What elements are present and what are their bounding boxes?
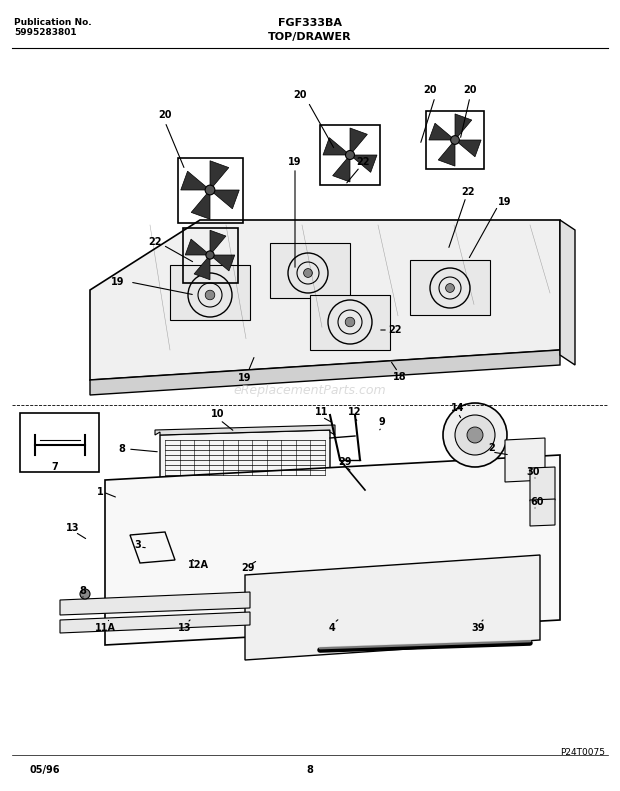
Circle shape [206, 251, 214, 259]
Polygon shape [438, 140, 455, 166]
Circle shape [345, 317, 355, 327]
Polygon shape [210, 255, 235, 271]
Text: Publication No.: Publication No. [14, 18, 92, 27]
Polygon shape [90, 220, 560, 380]
Text: 12: 12 [348, 407, 361, 417]
Text: 39: 39 [471, 623, 485, 633]
Circle shape [467, 427, 483, 443]
Text: 8: 8 [306, 765, 314, 775]
Polygon shape [245, 555, 540, 660]
Text: 9: 9 [379, 417, 386, 427]
Polygon shape [210, 190, 239, 209]
Polygon shape [560, 220, 575, 365]
Text: 10: 10 [211, 409, 224, 419]
Text: 29: 29 [339, 457, 352, 467]
Text: 2: 2 [489, 443, 495, 453]
Text: 22: 22 [388, 325, 402, 335]
Polygon shape [429, 123, 455, 140]
Circle shape [446, 284, 454, 293]
Text: 11: 11 [315, 407, 329, 417]
Polygon shape [194, 255, 210, 280]
Text: 22: 22 [356, 157, 370, 167]
Text: 20: 20 [463, 85, 477, 95]
Text: 05/96: 05/96 [30, 765, 61, 775]
Text: 8: 8 [118, 444, 125, 454]
Text: 20: 20 [158, 110, 172, 120]
Polygon shape [310, 295, 390, 350]
Circle shape [451, 135, 459, 144]
Text: 22: 22 [148, 237, 162, 247]
Text: P24T0075: P24T0075 [560, 748, 605, 757]
Text: 14: 14 [451, 403, 465, 413]
Text: 19: 19 [498, 197, 511, 207]
Circle shape [304, 269, 312, 278]
Text: 8: 8 [79, 586, 86, 596]
Circle shape [205, 185, 215, 195]
Text: 5995283801: 5995283801 [14, 28, 77, 37]
Circle shape [455, 415, 495, 455]
Polygon shape [210, 161, 229, 190]
Text: 12A: 12A [187, 560, 208, 570]
Text: 1: 1 [97, 487, 104, 497]
Polygon shape [60, 592, 250, 615]
Circle shape [80, 589, 90, 599]
Polygon shape [505, 438, 545, 482]
Text: FGF333BA: FGF333BA [278, 18, 342, 28]
Text: 18: 18 [393, 372, 407, 382]
Polygon shape [155, 425, 335, 435]
Polygon shape [530, 499, 555, 526]
FancyBboxPatch shape [20, 413, 99, 472]
Text: 30: 30 [526, 467, 540, 477]
Polygon shape [350, 128, 368, 155]
Polygon shape [270, 243, 350, 298]
Text: 19: 19 [288, 157, 302, 167]
Text: 3: 3 [135, 540, 141, 550]
Polygon shape [185, 239, 210, 255]
Text: 22: 22 [461, 187, 475, 197]
Text: 19: 19 [238, 373, 252, 383]
Polygon shape [60, 612, 250, 633]
Polygon shape [191, 190, 210, 219]
Text: 13: 13 [66, 523, 80, 533]
Polygon shape [170, 265, 250, 320]
Text: 7: 7 [51, 462, 58, 472]
Circle shape [443, 403, 507, 467]
Circle shape [345, 150, 355, 160]
Polygon shape [181, 171, 210, 190]
Polygon shape [333, 155, 350, 182]
Polygon shape [90, 350, 560, 395]
Polygon shape [210, 230, 226, 255]
Text: 29: 29 [241, 563, 255, 573]
Polygon shape [105, 455, 560, 645]
Text: 60: 60 [530, 497, 544, 507]
Polygon shape [455, 114, 472, 140]
Polygon shape [530, 467, 555, 501]
Text: TOP/DRAWER: TOP/DRAWER [268, 32, 352, 42]
Text: 13: 13 [179, 623, 192, 633]
Text: 20: 20 [293, 90, 307, 100]
Polygon shape [350, 155, 377, 172]
Circle shape [205, 290, 215, 300]
Polygon shape [410, 260, 490, 315]
Polygon shape [323, 138, 350, 155]
Text: 4: 4 [329, 623, 335, 633]
Polygon shape [160, 430, 330, 485]
Polygon shape [455, 140, 481, 157]
Text: eReplacementParts.com: eReplacementParts.com [234, 384, 386, 396]
Text: 11A: 11A [94, 623, 115, 633]
Text: 19: 19 [111, 277, 125, 287]
Text: 20: 20 [423, 85, 436, 95]
